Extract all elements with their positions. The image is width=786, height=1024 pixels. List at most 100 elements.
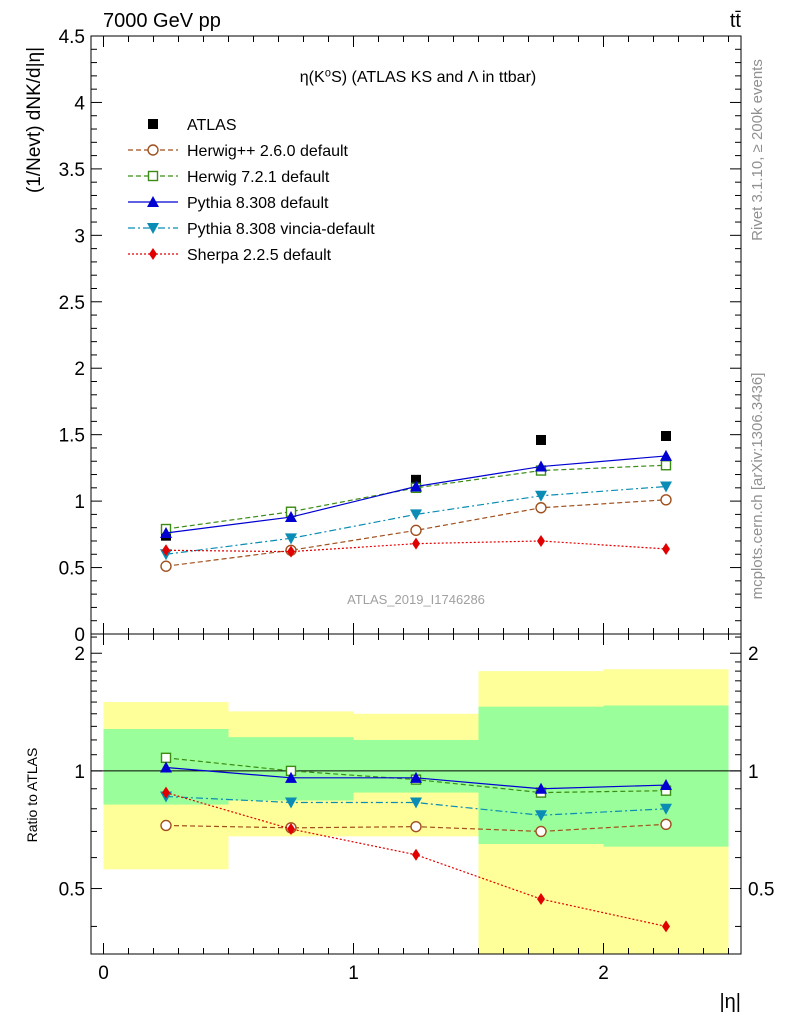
main-line-herwig-7-2-1-default	[165, 464, 667, 530]
main-point	[410, 524, 422, 537]
main-point	[537, 534, 545, 547]
legend-label: ATLAS	[187, 117, 237, 134]
ratio-point	[537, 893, 545, 906]
main-point	[162, 544, 170, 557]
ratio-y-tick-label-right: 0.5	[748, 880, 774, 901]
ratio-point	[410, 820, 422, 833]
main-point	[660, 460, 672, 471]
main-point	[412, 537, 420, 550]
process-label: tt̄	[730, 10, 742, 32]
x-axis-label: |η|	[719, 991, 741, 1013]
main-series-group	[160, 430, 672, 572]
ratio-point	[160, 752, 172, 764]
main-series-herwig-7-2-1-default	[160, 460, 672, 535]
main-point	[662, 542, 670, 555]
legend-marker	[147, 144, 159, 156]
ratio-series-group	[160, 752, 672, 933]
ratio-y-tick-label-left: 0.5	[59, 880, 85, 901]
legend-entry-herwig-2-6-0-default: Herwig++ 2.6.0 default	[128, 143, 349, 160]
main-series-pythia-8-308-default	[160, 449, 672, 539]
main-y-tick-label: 2	[74, 359, 85, 380]
ratio-point	[660, 779, 672, 791]
main-point	[661, 430, 671, 441]
main-y-tick-label: 3	[74, 226, 85, 247]
ratio-y-tick-label-left: 1	[74, 762, 85, 783]
main-y-tick-label: 1.5	[59, 426, 85, 447]
legend: ATLAS Herwig++ 2.6.0 default Herwig 7.2.1 …	[128, 117, 375, 264]
ratio-point	[160, 819, 172, 832]
main-point	[660, 449, 672, 461]
legend-entry-sherpa-2-2-5-default: Sherpa 2.2.5 default	[128, 247, 332, 264]
main-series-pythia-8-308-vincia-default	[160, 481, 672, 561]
main-line-pythia-8-308-default	[165, 455, 667, 534]
main-point	[535, 502, 547, 514]
mcplots-label: mcplots.cern.ch [arXiv:1306.3436]	[749, 373, 766, 600]
main-point	[536, 434, 546, 445]
main-y-tick-label: 0	[74, 625, 85, 646]
main-point	[287, 545, 295, 558]
main-y-tick-label: 4	[74, 93, 85, 114]
ratio-x-tick-label: 1	[348, 963, 359, 984]
legend-label: Pythia 8.308 default	[187, 195, 329, 212]
ratio-series-sherpa-2-2-5-default	[162, 786, 670, 933]
legend-entry-atlas: ATLAS	[148, 117, 237, 134]
legend-label: Pythia 8.308 vincia-default	[187, 221, 375, 238]
ratio-point	[287, 823, 295, 836]
legend-marker	[149, 248, 157, 260]
ratio-y-tick-label-right: 1	[748, 762, 759, 783]
main-y-tick-label: 1	[74, 492, 85, 513]
legend-label: Herwig 7.2.1 default	[187, 169, 330, 186]
main-line-pythia-8-308-vincia-default	[165, 485, 667, 555]
main-point	[535, 490, 547, 502]
main-y-tick-label: 4.5	[59, 27, 85, 48]
main-point	[411, 474, 421, 485]
ratio-axes: 0.5 0.5 1 1 2 2 0 1 2	[59, 634, 774, 984]
main-point	[160, 527, 172, 539]
ratio-point	[410, 771, 422, 783]
ratio-point	[535, 810, 547, 822]
ratio-point	[285, 797, 297, 809]
main-point	[160, 560, 172, 572]
main-point	[660, 481, 672, 493]
ratio-y-axis-label: Ratio to ATLAS	[24, 748, 40, 843]
ratio-point	[285, 771, 297, 783]
legend-entry-herwig-7-2-1-default: Herwig 7.2.1 default	[128, 169, 330, 186]
legend-marker	[147, 196, 159, 207]
ratio-y-tick-label-left: 2	[74, 644, 85, 665]
legend-label: Herwig++ 2.6.0 default	[187, 143, 349, 160]
main-point	[410, 509, 422, 521]
ratio-x-tick-label: 2	[598, 963, 609, 984]
rivet-version-label: Rivet 3.1.10, ≥ 200k events	[749, 59, 766, 241]
ratio-plot-frame	[90, 633, 742, 955]
main-point	[410, 480, 422, 492]
ratio-point	[162, 786, 170, 799]
main-point	[285, 511, 297, 523]
legend-entry-pythia-8-308-default: Pythia 8.308 default	[128, 195, 329, 212]
main-point	[535, 460, 547, 472]
main-point	[660, 494, 672, 506]
ratio-series-pythia-8-308-default	[160, 761, 672, 794]
ratio-point	[412, 848, 420, 861]
analysis-label: ATLAS_2019_I1746286	[347, 592, 485, 607]
legend-marker	[147, 170, 159, 182]
main-plot-title: η(K⁰S) (ATLAS KS and Λ in ttbar)	[300, 69, 536, 86]
energy-label: 7000 GeV pp	[103, 10, 221, 32]
ratio-point	[660, 803, 672, 815]
main-line-sherpa-2-2-5-default	[165, 540, 667, 553]
legend-label: Sherpa 2.2.5 default	[187, 247, 332, 264]
main-y-tick-label: 3.5	[59, 160, 85, 181]
main-y-axis: 0 0.5 1 1.5 2 2.5 3 3.5 4 4.5	[59, 27, 741, 646]
main-y-axis-label: (1/Nevt) dNK/d|η|	[24, 47, 45, 193]
ratio-point	[662, 920, 670, 933]
ratio-point	[535, 782, 547, 794]
main-y-tick-label: 0.5	[59, 559, 85, 580]
ratio-x-tick-label: 0	[98, 963, 109, 984]
ratio-band-inner	[478, 706, 604, 845]
ratio-uncertainty-bands	[91, 669, 741, 954]
ratio-point	[410, 797, 422, 809]
legend-entry-pythia-8-308-vincia-default: Pythia 8.308 vincia-default	[128, 221, 375, 238]
ratio-point	[660, 818, 672, 831]
legend-marker	[147, 223, 159, 234]
main-y-tick-label: 2.5	[59, 293, 85, 314]
